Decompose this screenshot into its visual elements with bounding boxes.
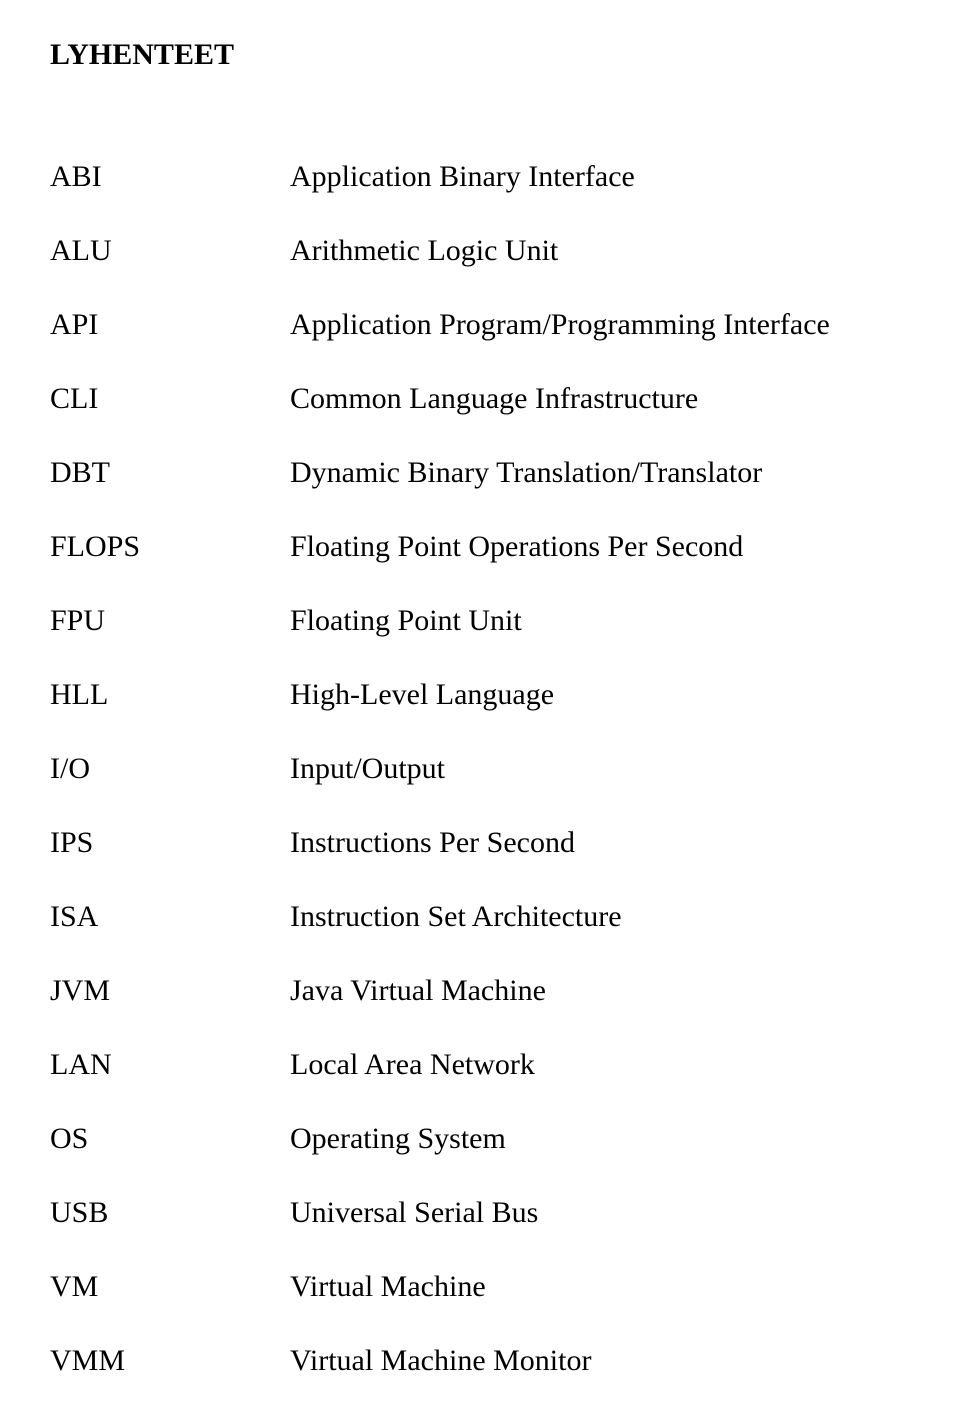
glossary-row: I/OInput/Output bbox=[50, 752, 910, 826]
abbreviation: ISA bbox=[50, 900, 290, 974]
glossary-row: IPSInstructions Per Second bbox=[50, 826, 910, 900]
abbreviation: VMM bbox=[50, 1344, 290, 1418]
definition: Floating Point Unit bbox=[290, 604, 910, 678]
definition: Application Program/Programming Interfac… bbox=[290, 308, 910, 382]
abbreviation: I/O bbox=[50, 752, 290, 826]
glossary-row: VMMVirtual Machine Monitor bbox=[50, 1344, 910, 1418]
definition: Dynamic Binary Translation/Translator bbox=[290, 456, 910, 530]
abbreviation: OS bbox=[50, 1122, 290, 1196]
glossary-row: DBTDynamic Binary Translation/Translator bbox=[50, 456, 910, 530]
abbreviation: HLL bbox=[50, 678, 290, 752]
glossary-row: USBUniversal Serial Bus bbox=[50, 1196, 910, 1270]
glossary-row: ALUArithmetic Logic Unit bbox=[50, 234, 910, 308]
abbreviation: FPU bbox=[50, 604, 290, 678]
glossary-row: ISAInstruction Set Architecture bbox=[50, 900, 910, 974]
definition: Local Area Network bbox=[290, 1048, 910, 1122]
definition: Virtual Machine Monitor bbox=[290, 1344, 910, 1418]
glossary-row: OSOperating System bbox=[50, 1122, 910, 1196]
glossary-row: HLLHigh-Level Language bbox=[50, 678, 910, 752]
definition: Common Language Infrastructure bbox=[290, 382, 910, 456]
definition: Instruction Set Architecture bbox=[290, 900, 910, 974]
definition: Java Virtual Machine bbox=[290, 974, 910, 1048]
definition: Arithmetic Logic Unit bbox=[290, 234, 910, 308]
abbreviation: ABI bbox=[50, 160, 290, 234]
glossary-row: CLICommon Language Infrastructure bbox=[50, 382, 910, 456]
abbreviation: LAN bbox=[50, 1048, 290, 1122]
glossary-row: APIApplication Program/Programming Inter… bbox=[50, 308, 910, 382]
abbreviation: FLOPS bbox=[50, 530, 290, 604]
abbreviation: JVM bbox=[50, 974, 290, 1048]
abbreviation: CLI bbox=[50, 382, 290, 456]
definition: Floating Point Operations Per Second bbox=[290, 530, 910, 604]
definition: Application Binary Interface bbox=[290, 160, 910, 234]
glossary-row: FPUFloating Point Unit bbox=[50, 604, 910, 678]
glossary-row: VMVirtual Machine bbox=[50, 1270, 910, 1344]
abbreviation: IPS bbox=[50, 826, 290, 900]
page-title: LYHENTEET bbox=[50, 38, 910, 72]
glossary-row: ABIApplication Binary Interface bbox=[50, 160, 910, 234]
abbreviation: ALU bbox=[50, 234, 290, 308]
glossary-row: FLOPSFloating Point Operations Per Secon… bbox=[50, 530, 910, 604]
glossary-row: JVMJava Virtual Machine bbox=[50, 974, 910, 1048]
abbreviation: VM bbox=[50, 1270, 290, 1344]
definition: Input/Output bbox=[290, 752, 910, 826]
abbreviation: USB bbox=[50, 1196, 290, 1270]
definition: High-Level Language bbox=[290, 678, 910, 752]
definition: Instructions Per Second bbox=[290, 826, 910, 900]
definition: Virtual Machine bbox=[290, 1270, 910, 1344]
glossary-table: ABIApplication Binary InterfaceALUArithm… bbox=[50, 160, 910, 1418]
abbreviation: DBT bbox=[50, 456, 290, 530]
definition: Operating System bbox=[290, 1122, 910, 1196]
abbreviation: API bbox=[50, 308, 290, 382]
definition: Universal Serial Bus bbox=[290, 1196, 910, 1270]
glossary-row: LANLocal Area Network bbox=[50, 1048, 910, 1122]
